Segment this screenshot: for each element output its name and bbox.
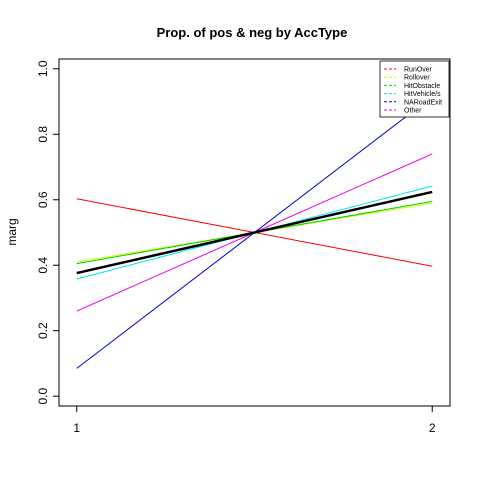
legend-box [379,60,450,118]
legend-label: RunOver [404,67,433,74]
y-axis-label: marg [5,218,19,245]
series-line-overall [76,190,433,275]
chart-title: Prop. of pos & neg by AccType [157,25,348,40]
legend-label: Rollover [404,75,430,82]
y-tick-label: 0.2 [36,322,50,339]
series-lines [76,96,433,369]
x-tick-label: 1 [73,421,80,435]
y-tick-label: 1.0 [36,60,50,77]
legend-label: NARoadExit [404,99,442,106]
y-tick-label: 0.8 [36,126,50,143]
plot-frame [58,58,451,407]
legend-label: HitVehicle/s [404,91,441,98]
y-tick-label: 0.0 [36,388,50,405]
y-tick-label: 0.6 [36,191,50,208]
y-tick-label: 0.4 [36,257,50,274]
y-axis: 0.0 0.2 0.4 0.6 0.8 1.0 [36,60,59,405]
legend: RunOverRolloverHitObstacleHitVehicle/sNA… [379,60,450,118]
legend-label: Other [404,108,422,115]
legend-label: HitObstacle [404,83,440,90]
x-tick-label: 2 [429,421,436,435]
